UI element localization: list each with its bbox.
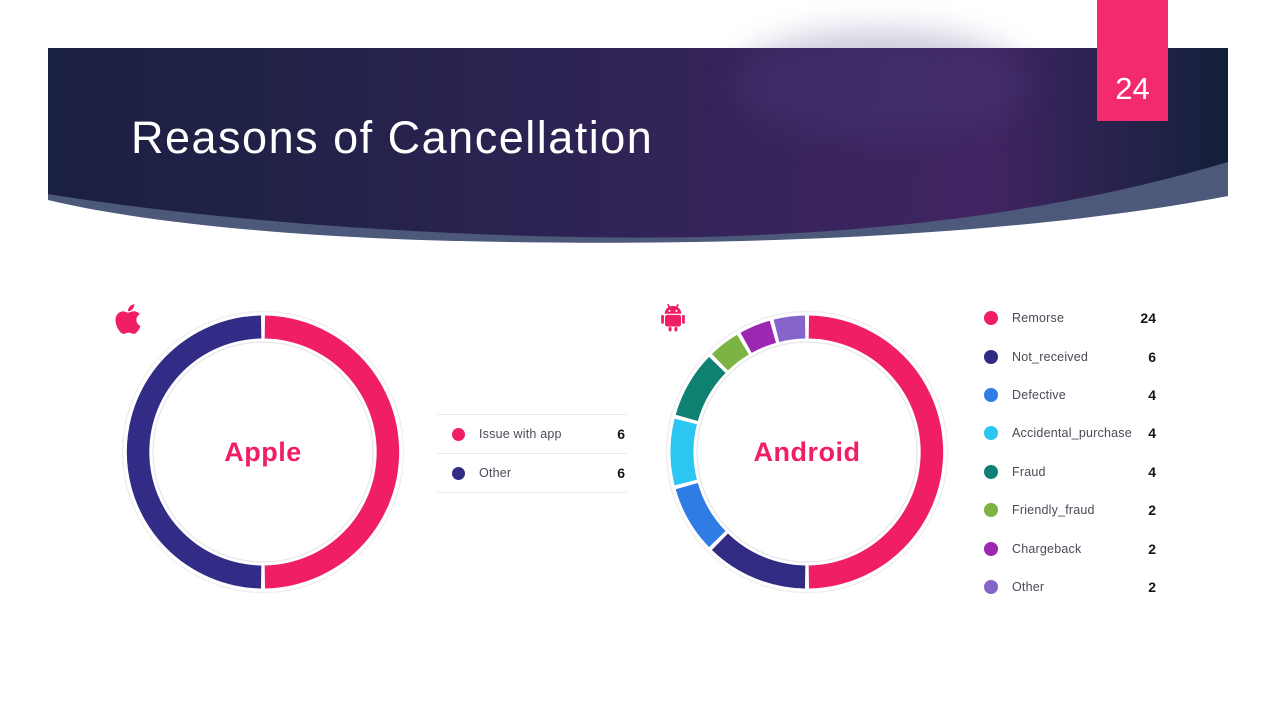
legend-item: Remorse 24 [982, 299, 1158, 337]
android-donut-chart: Android [657, 302, 957, 602]
legend-color-dot [984, 503, 998, 518]
legend-label: Other [479, 466, 512, 480]
android-center-label: Android [657, 302, 957, 602]
donut-outline [121, 310, 405, 594]
legend-color-dot [984, 349, 998, 364]
android-icon [661, 303, 685, 332]
donut-segment-issue-with-app [264, 315, 400, 589]
legend-value: 2 [1148, 502, 1156, 519]
legend-value: 2 [1148, 578, 1156, 595]
legend-label: Fraud [1012, 464, 1046, 479]
page-number-badge: 24 [1097, 0, 1168, 121]
apple-donut-svg [121, 310, 405, 594]
legend-label: Other [1012, 579, 1045, 594]
android-label: Android [753, 436, 861, 467]
legend-item: Other 2 [982, 568, 1158, 606]
legend-item: Fraud 4 [982, 453, 1158, 491]
donut-segment-not-received [711, 533, 806, 589]
legend-value: 2 [1148, 540, 1156, 557]
legend-color-dot [984, 541, 998, 556]
apple-donut-chart: Apple [113, 302, 413, 602]
page-number: 24 [1115, 71, 1150, 106]
legend-item: Not_received 6 [982, 337, 1158, 375]
legend-item: Accidental_purchase 4 [982, 414, 1158, 452]
donut-outline [696, 341, 918, 563]
legend-color-dot [984, 387, 998, 402]
apple-center-label: Apple [113, 302, 413, 602]
legend-item: Issue with app 6 [437, 414, 627, 453]
android-legend: Remorse 24 Not_received 6 Defective 4 Accident… [982, 299, 1158, 606]
legend-value: 6 [1148, 348, 1156, 365]
legend-label: Friendly_fraud [1012, 503, 1095, 518]
donut-segment-other [773, 315, 806, 342]
legend-value: 6 [617, 465, 625, 481]
legend-color-dot [452, 466, 465, 480]
legend-value: 6 [617, 426, 625, 442]
legend-label: Defective [1012, 387, 1066, 402]
legend-color-dot [452, 427, 465, 441]
legend-color-dot [984, 464, 998, 479]
legend-label: Chargeback [1012, 541, 1082, 556]
legend-label: Issue with app [479, 427, 562, 441]
legend-label: Not_received [1012, 349, 1089, 364]
donut-segment-friendly-fraud [711, 334, 749, 371]
donut-outline [152, 341, 374, 563]
legend-item: Chargeback 2 [982, 529, 1158, 567]
legend-value: 4 [1148, 463, 1156, 480]
legend-color-dot [984, 426, 998, 441]
apple-icon [115, 304, 141, 334]
apple-legend: Issue with app 6 Other 6 [437, 414, 627, 493]
legend-item: Other 6 [437, 453, 627, 492]
donut-segment-accidental-purchase [670, 418, 697, 486]
donut-segment-chargeback [740, 320, 776, 353]
legend-label: Accidental_purchase [1012, 426, 1132, 441]
legend-color-dot [984, 579, 998, 594]
donut-segment-remorse [808, 315, 944, 589]
android-donut-svg [665, 310, 949, 594]
header-banner [48, 30, 1228, 243]
legend-value: 24 [1140, 310, 1156, 327]
donut-segment-fraud [675, 356, 726, 421]
legend-color-dot [984, 311, 998, 326]
legend-value: 4 [1148, 425, 1156, 442]
legend-label: Remorse [1012, 311, 1065, 326]
donut-outline [665, 310, 949, 594]
apple-label: Apple [224, 436, 302, 467]
page-title: Reasons of Cancellation [131, 112, 654, 163]
donut-segment-defective [675, 483, 726, 548]
legend-item: Defective 4 [982, 376, 1158, 414]
legend-value: 4 [1148, 386, 1156, 403]
legend-item: Friendly_fraud 2 [982, 491, 1158, 529]
